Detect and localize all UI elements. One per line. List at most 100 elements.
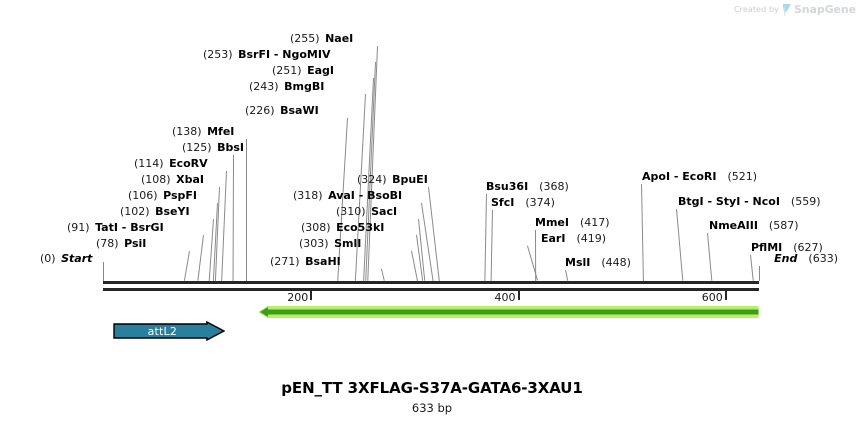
snapgene-watermark: Created by SnapGene [734, 3, 856, 16]
terminal-name-start: Start [61, 252, 93, 265]
feature-arrow-attl2[interactable]: attL2 [113, 321, 226, 341]
title-block: pEN_TT 3XFLAG-S37A-GATA6-3XAU1 633 bp [0, 379, 864, 415]
enzyme-name-bsahi: BsaHI [305, 255, 341, 268]
page-title: pEN_TT 3XFLAG-S37A-GATA6-3XAU1 [281, 379, 583, 397]
enzyme-name-separator: - [703, 195, 716, 208]
enzyme-site-label-mmeI[interactable]: MmeI (417) [535, 217, 610, 229]
enzyme-site-label-nmeAIII[interactable]: NmeAIII (587) [709, 220, 799, 232]
enzyme-site-label-avaI[interactable]: (318) AvaI - BsoBI [293, 190, 402, 202]
enzyme-site-label-bsu36I[interactable]: Bsu36I (368) [486, 181, 569, 193]
enzyme-name-ncoi: NcoI [752, 195, 780, 208]
enzyme-position-apoI: (521) [727, 170, 758, 183]
enzyme-position-bsaHI: (271) [270, 255, 300, 268]
enzyme-name-bsawi: BsaWI [280, 104, 319, 117]
leader-line-nmeAIII [707, 232, 713, 281]
enzyme-name-nmeaiii: NmeAIII [709, 219, 758, 232]
enzyme-name-pflmi: PflMI [751, 241, 783, 254]
leader-line-earI [527, 245, 539, 281]
enzyme-position-bsu36I: (368) [539, 180, 569, 193]
snapgene-leaf-icon [782, 3, 791, 16]
enzyme-position-pflMI: (627) [793, 241, 823, 254]
enzyme-name-msli: MslI [565, 256, 591, 269]
enzyme-name-bmgbi: BmgBI [284, 80, 325, 93]
enzyme-name-pspfi: PspFI [163, 189, 197, 202]
enzyme-position-btgI: (559) [790, 195, 821, 208]
terminal-name-end: End [774, 252, 798, 265]
enzyme-name-psii: PsiI [124, 237, 147, 250]
enzyme-position-naeI: (255) [290, 32, 320, 45]
enzyme-name-bbsi: BbsI [217, 141, 244, 154]
enzyme-position-eco53kI: (308) [301, 221, 331, 234]
enzyme-name-separator: - [670, 170, 683, 183]
enzyme-site-label-eco53kI[interactable]: (308) Eco53kI [301, 222, 384, 234]
enzyme-site-label-bsrFI[interactable]: (253) BsrFI - NgoMIV [203, 49, 331, 61]
leader-line-mslI [565, 269, 569, 281]
enzyme-position-tatI: (91) [67, 221, 90, 234]
enzyme-site-label-earI[interactable]: EarI (419) [541, 233, 606, 245]
enzyme-position-sacI: (310) [336, 205, 366, 218]
enzyme-name-mmei: MmeI [535, 216, 569, 229]
enzyme-site-label-mfeI[interactable]: (138) MfeI [172, 126, 234, 138]
enzyme-site-label-eagI[interactable]: (251) EagI [272, 65, 334, 77]
ruler-label-200: 200 [287, 291, 309, 304]
enzyme-site-label-tatI[interactable]: (91) TatI - BsrGI [67, 222, 164, 234]
enzyme-name-separator: - [270, 48, 283, 61]
enzyme-site-label-pspFI[interactable]: (106) PspFI [128, 190, 197, 202]
terminal-position-end: (633) [808, 252, 838, 265]
enzyme-name-ecorv: EcoRV [169, 157, 208, 170]
enzyme-position-bpuEI: (324) [357, 173, 387, 186]
enzyme-position-smlI: (303) [299, 237, 329, 250]
enzyme-site-label-bsaWI[interactable]: (226) BsaWI [245, 105, 319, 117]
enzyme-site-label-btgI[interactable]: BtgI - StyI - NcoI (559) [678, 196, 821, 208]
enzyme-name-bpuei: BpuEI [392, 173, 428, 186]
enzyme-name-btgi: BtgI [678, 195, 704, 208]
enzyme-site-label-sacI[interactable]: (310) SacI [336, 206, 397, 218]
leader-line-btgI [676, 208, 684, 281]
enzyme-site-label-bpuEI[interactable]: (324) BpuEI [357, 174, 428, 186]
enzyme-name-bsrfi: BsrFI [238, 48, 271, 61]
ruler-tick-200 [310, 291, 313, 300]
enzyme-position-sfcI: (374) [525, 196, 555, 209]
ruler-tick-400 [517, 291, 520, 300]
enzyme-site-label-bseYI[interactable]: (102) BseYI [120, 206, 190, 218]
leader-line-bbsI [232, 155, 234, 282]
ruler-label-400: 400 [494, 291, 516, 304]
leader-line-smlI [411, 250, 418, 281]
enzyme-name-bsrgi: BsrGI [130, 221, 164, 234]
leader-line-psiI [183, 251, 190, 282]
enzyme-name-smli: SmlI [334, 237, 362, 250]
enzyme-site-label-naeI[interactable]: (255) NaeI [290, 33, 353, 45]
enzyme-position-bsrFI: (253) [203, 48, 233, 61]
enzyme-position-ecoRV: (114) [134, 157, 164, 170]
terminal-label-end[interactable]: End (633) [774, 253, 838, 265]
leader-line-mfeI [246, 138, 248, 281]
terminal-label-start[interactable]: (0) Start [40, 253, 92, 265]
enzyme-site-label-bbsI[interactable]: (125) BbsI [182, 142, 244, 154]
enzyme-site-label-smlI[interactable]: (303) SmlI [299, 238, 361, 250]
enzyme-name-separator: - [354, 189, 368, 202]
enzyme-site-label-bmgBI[interactable]: (243) BmgBI [249, 81, 324, 93]
enzyme-site-label-ecoRV[interactable]: (114) EcoRV [134, 158, 208, 170]
enzyme-name-separator: - [117, 221, 131, 234]
enzyme-name-apoi: ApoI [642, 170, 671, 183]
enzyme-name-bseyi: BseYI [155, 205, 190, 218]
leader-line-apoI [641, 183, 644, 281]
enzyme-site-label-bsaHI[interactable]: (271) BsaHI [270, 256, 341, 268]
enzyme-position-nmeAIII: (587) [768, 219, 799, 232]
enzyme-name-styi: StyI [715, 195, 741, 208]
leader-line-bsrFI [365, 62, 376, 282]
enzyme-name-mfei: MfeI [207, 125, 235, 138]
enzyme-name-tati: TatI [95, 221, 118, 234]
orf-arrow[interactable] [258, 304, 759, 318]
watermark-created-by-label: Created by [733, 5, 779, 14]
enzyme-site-label-apoI[interactable]: ApoI - EcoRI (521) [642, 171, 757, 183]
enzyme-position-bbsI: (125) [182, 141, 212, 154]
enzyme-position-avaI: (318) [293, 189, 323, 202]
enzyme-site-label-psiI[interactable]: (78) PsiI [96, 238, 146, 250]
enzyme-site-label-xbaI[interactable]: (108) XbaI [141, 174, 204, 186]
enzyme-site-label-pflMI[interactable]: PflMI (627) [751, 242, 823, 254]
enzyme-site-label-sfcI[interactable]: SfcI (374) [491, 197, 555, 209]
enzyme-site-label-mslI[interactable]: MslI (448) [565, 257, 631, 269]
enzyme-position-mslI: (448) [601, 256, 631, 269]
leader-line-sfcI [490, 210, 493, 282]
